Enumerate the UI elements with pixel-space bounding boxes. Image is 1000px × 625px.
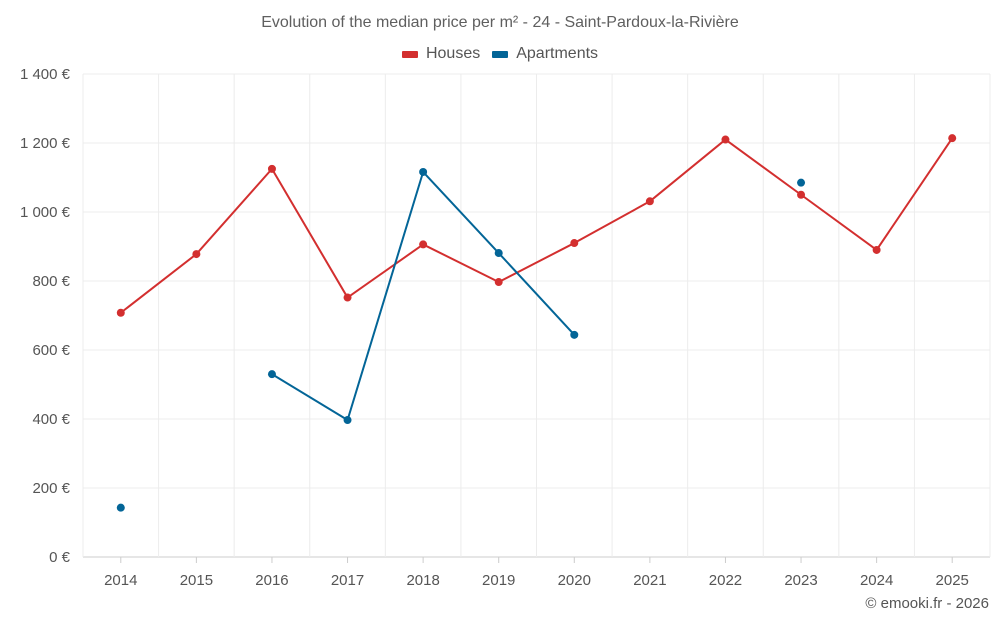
y-tick-label: 800 € xyxy=(32,273,70,290)
x-tick-label: 2016 xyxy=(255,572,288,589)
series-line-houses xyxy=(422,243,500,284)
data-point-houses-2017[interactable] xyxy=(343,293,352,302)
series-line-houses xyxy=(800,193,878,251)
x-tick-label: 2018 xyxy=(406,572,439,589)
y-tick-label: 1 400 € xyxy=(20,66,71,83)
data-point-apartments-2016[interactable] xyxy=(267,370,276,379)
data-point-houses-2016[interactable] xyxy=(267,164,276,173)
x-tick-label: 2015 xyxy=(180,572,213,589)
series-line-houses xyxy=(875,137,954,251)
x-tick-label: 2020 xyxy=(558,572,591,589)
series-line-apartments xyxy=(422,170,500,255)
x-tick-label: 2022 xyxy=(709,572,742,589)
series-line-houses xyxy=(346,243,425,299)
legend-label-houses: Houses xyxy=(425,45,481,62)
x-tick-label: 2017 xyxy=(331,572,364,589)
x-tick-label: 2024 xyxy=(860,572,893,589)
series-line-houses xyxy=(724,138,803,196)
legend-item-apartments[interactable]: Apartments xyxy=(492,45,598,63)
data-point-apartments-2017[interactable] xyxy=(343,416,352,425)
y-tick-label: 600 € xyxy=(32,342,70,359)
data-point-houses-2015[interactable] xyxy=(192,250,201,259)
y-tick-label: 1 000 € xyxy=(20,204,71,221)
legend-swatch-apartments xyxy=(492,50,509,58)
y-tick-label: 400 € xyxy=(32,411,70,428)
data-point-houses-2022[interactable] xyxy=(721,135,730,144)
series-line-houses xyxy=(195,167,273,256)
credit-text: © emooki.fr - 2026 xyxy=(865,595,989,612)
y-tick-label: 0 € xyxy=(49,549,71,566)
y-tick-label: 1 200 € xyxy=(20,135,71,152)
data-point-houses-2025[interactable] xyxy=(948,134,957,143)
data-point-apartments-2018[interactable] xyxy=(419,167,428,176)
x-tick-label: 2014 xyxy=(104,572,137,589)
x-tick-label: 2025 xyxy=(936,572,969,589)
series-line-houses xyxy=(573,200,651,245)
series-line-apartments xyxy=(346,170,425,422)
series-line-apartments xyxy=(270,373,349,422)
data-point-houses-2024[interactable] xyxy=(872,245,881,254)
x-tick-label: 2023 xyxy=(784,572,817,589)
series-line-apartments xyxy=(497,252,576,336)
data-point-apartments-2023[interactable] xyxy=(797,178,806,187)
data-point-houses-2018[interactable] xyxy=(419,240,428,249)
data-point-apartments-2014[interactable] xyxy=(116,503,125,512)
legend-swatch-houses xyxy=(401,50,418,58)
chart-title: Evolution of the median price per m² - 2… xyxy=(261,14,739,31)
data-point-houses-2020[interactable] xyxy=(570,239,579,248)
x-tick-label: 2021 xyxy=(633,572,666,589)
series-line-houses xyxy=(270,167,349,299)
data-point-houses-2021[interactable] xyxy=(645,197,654,206)
series-line-houses xyxy=(648,138,727,203)
x-tick-label: 2019 xyxy=(482,572,515,589)
data-point-apartments-2019[interactable] xyxy=(494,249,503,258)
data-point-houses-2019[interactable] xyxy=(494,278,503,287)
data-point-houses-2023[interactable] xyxy=(797,190,806,199)
legend-item-houses[interactable]: Houses xyxy=(401,45,481,63)
legend-label-apartments: Apartments xyxy=(516,45,599,62)
series-line-houses xyxy=(119,253,198,314)
chart-legend: Houses Apartments xyxy=(0,45,1000,63)
data-point-houses-2014[interactable] xyxy=(116,308,125,317)
series-line-houses xyxy=(497,242,576,284)
y-tick-label: 200 € xyxy=(32,480,70,497)
data-point-apartments-2020[interactable] xyxy=(570,330,579,339)
